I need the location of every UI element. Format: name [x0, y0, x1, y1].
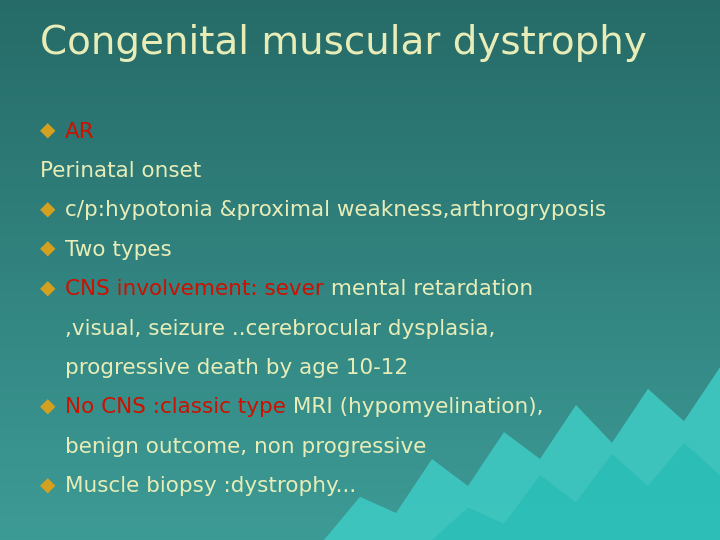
Text: CNS involvement: sever: CNS involvement: sever: [65, 279, 323, 299]
Text: Muscle biopsy :dystrophy...: Muscle biopsy :dystrophy...: [65, 476, 356, 496]
Text: ◆: ◆: [40, 476, 55, 495]
Text: c/p:hypotonia &proximal weakness,arthrogryposis: c/p:hypotonia &proximal weakness,arthrog…: [65, 200, 606, 220]
Text: MRI (hypomyelination),: MRI (hypomyelination),: [286, 397, 543, 417]
Text: ◆: ◆: [40, 200, 55, 219]
Text: Perinatal onset: Perinatal onset: [40, 161, 201, 181]
Text: No CNS :classic type: No CNS :classic type: [65, 397, 286, 417]
Text: progressive death by age 10-12: progressive death by age 10-12: [65, 358, 408, 378]
Text: ◆: ◆: [40, 122, 55, 140]
Text: ◆: ◆: [40, 279, 55, 298]
Text: Two types: Two types: [65, 240, 171, 260]
Text: ,visual, seizure ..cerebrocular dysplasia,: ,visual, seizure ..cerebrocular dysplasi…: [65, 319, 495, 339]
Polygon shape: [432, 443, 720, 540]
Text: mental retardation: mental retardation: [323, 279, 533, 299]
Text: ◆: ◆: [40, 240, 55, 259]
Polygon shape: [324, 367, 720, 540]
Text: benign outcome, non progressive: benign outcome, non progressive: [65, 437, 426, 457]
Text: Congenital muscular dystrophy: Congenital muscular dystrophy: [40, 24, 647, 62]
Text: ◆: ◆: [40, 397, 55, 416]
Text: AR: AR: [65, 122, 94, 141]
